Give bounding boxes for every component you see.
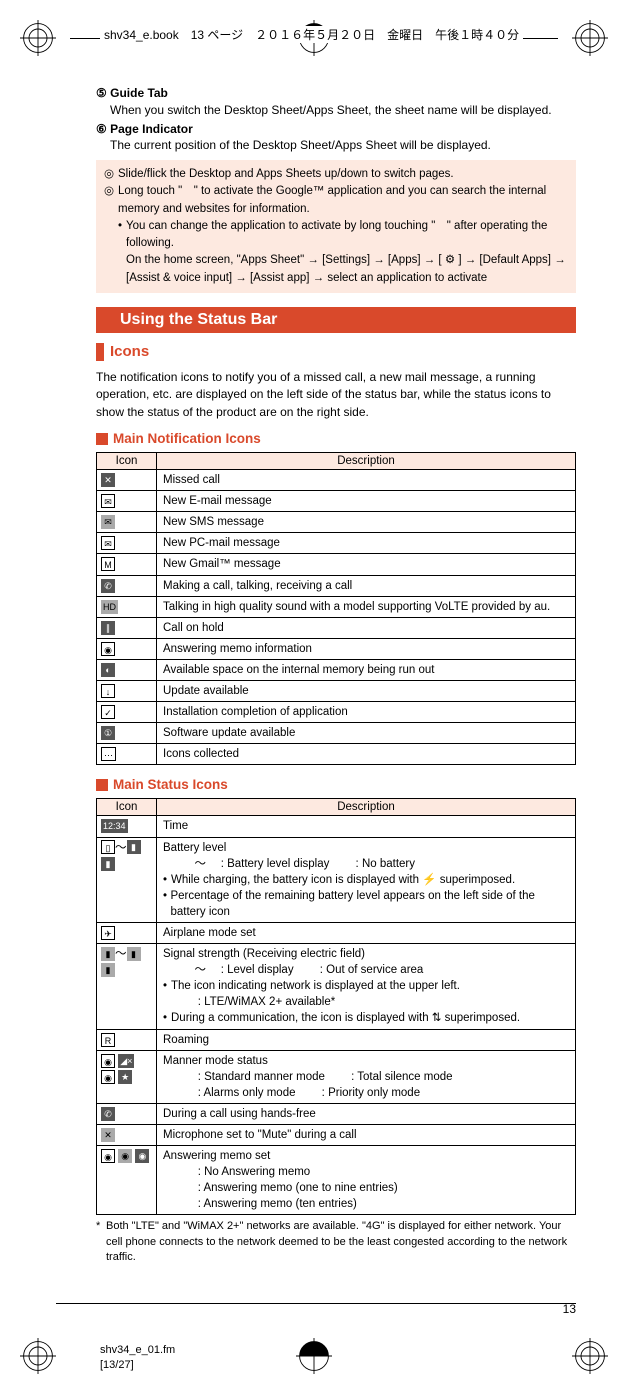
footer-text: shv34_e_01.fm [13/27] bbox=[100, 1343, 175, 1372]
regmark-icon bbox=[572, 1338, 608, 1374]
memo-label: Answering memo set bbox=[163, 1148, 569, 1164]
status-mute: Microphone set to "Mute" during a call bbox=[157, 1125, 576, 1146]
notif-desc: Missed call bbox=[157, 470, 576, 491]
status-roaming: Roaming bbox=[157, 1029, 576, 1050]
notif-desc: Talking in high quality sound with a mod… bbox=[157, 596, 576, 617]
notif-desc: New PC-mail message bbox=[157, 533, 576, 554]
using-status-bar-heading: Using the Status Bar bbox=[96, 307, 576, 333]
header-text: shv34_e.book 13 ページ ２０１６年５月２０日 金曜日 午後１時４… bbox=[100, 26, 523, 43]
th-desc: Description bbox=[157, 453, 576, 470]
tip2subsub: On the home screen, "Apps Sheet" → [Sett… bbox=[126, 252, 568, 287]
page-indicator-title: Page Indicator bbox=[110, 122, 193, 136]
signal-b1: The icon indicating network is displayed… bbox=[171, 978, 460, 994]
heading-icons: Icons bbox=[110, 343, 149, 360]
signal-label: Signal strength (Receiving electric fiel… bbox=[163, 946, 569, 962]
th-desc: Description bbox=[157, 799, 576, 816]
page-rule bbox=[56, 1303, 576, 1304]
battery-line1: ～ : Battery level display : No battery bbox=[183, 856, 569, 872]
status-time: Time bbox=[157, 816, 576, 837]
battery-b1: While charging, the battery icon is disp… bbox=[171, 872, 515, 888]
footnote: * Both "LTE" and "WiMAX 2+" networks are… bbox=[96, 1219, 576, 1265]
status-airplane: Airplane mode set bbox=[157, 922, 576, 943]
notif-heading: Main Notification Icons bbox=[96, 431, 576, 446]
notif-desc: New E-mail message bbox=[157, 491, 576, 512]
manner-line2: : Alarms only mode : Priority only mode bbox=[183, 1085, 569, 1101]
signal-b2: During a communication, the icon is disp… bbox=[171, 1010, 520, 1026]
battery-label: Battery level bbox=[163, 840, 569, 856]
heading-statusbar: Using the Status Bar bbox=[110, 307, 576, 333]
status-heading: Main Status Icons bbox=[96, 777, 576, 792]
signal-line1: ～ : Level display : Out of service area bbox=[183, 962, 569, 978]
memo-l2: : Answering memo (one to nine entries) bbox=[183, 1180, 569, 1196]
page-content: ⑤ Guide Tab When you switch the Desktop … bbox=[96, 85, 576, 1266]
regmark-icon bbox=[20, 20, 56, 56]
notif-desc: Icons collected bbox=[157, 744, 576, 765]
footnote-text: Both "LTE" and "WiMAX 2+" networks are a… bbox=[106, 1219, 576, 1265]
page-indicator-desc: The current position of the Desktop Shee… bbox=[110, 137, 576, 154]
notif-desc: Update available bbox=[157, 681, 576, 702]
footer-line2: [13/27] bbox=[100, 1358, 175, 1372]
num6: ⑥ bbox=[96, 122, 107, 136]
status-icons-table: Icon Description 12:34Time ▯～▮▮ Battery … bbox=[96, 798, 576, 1215]
manner-line1: : Standard manner mode : Total silence m… bbox=[183, 1069, 569, 1085]
notif-desc: Software update available bbox=[157, 723, 576, 744]
heading-notif: Main Notification Icons bbox=[113, 431, 261, 446]
notification-icons-table: Icon Description ✕Missed call ✉New E-mai… bbox=[96, 452, 576, 765]
battery-b2: Percentage of the remaining battery leve… bbox=[170, 888, 569, 920]
icons-intro: The notification icons to notify you of … bbox=[96, 369, 576, 421]
guide-tab-desc: When you switch the Desktop Sheet/Apps S… bbox=[110, 102, 576, 119]
notif-desc: New SMS message bbox=[157, 512, 576, 533]
notif-desc: Available space on the internal memory b… bbox=[157, 659, 576, 680]
tip2: Long touch " " to activate the Google™ a… bbox=[118, 183, 568, 218]
notif-desc: New Gmail™ message bbox=[157, 554, 576, 575]
signal-b1sub: : LTE/WiMAX 2+ available* bbox=[183, 994, 569, 1010]
tip-box: ◎Slide/flick the Desktop and Apps Sheets… bbox=[96, 160, 576, 293]
tip2sub: You can change the application to activa… bbox=[126, 218, 568, 253]
notif-desc: Making a call, talking, receiving a call bbox=[157, 575, 576, 596]
regmark-icon bbox=[296, 1338, 332, 1374]
status-handsfree: During a call using hands-free bbox=[157, 1103, 576, 1124]
regmark-icon bbox=[20, 1338, 56, 1374]
manner-label: Manner mode status bbox=[163, 1053, 569, 1069]
num5: ⑤ bbox=[96, 86, 107, 100]
footer-line1: shv34_e_01.fm bbox=[100, 1343, 175, 1357]
th-icon: Icon bbox=[97, 799, 157, 816]
heading-status: Main Status Icons bbox=[113, 777, 228, 792]
guide-tab-title: Guide Tab bbox=[110, 86, 168, 100]
tip1: Slide/flick the Desktop and Apps Sheets … bbox=[118, 166, 454, 183]
guide-tab-item: ⑤ Guide Tab When you switch the Desktop … bbox=[96, 85, 576, 119]
memo-l1: : No Answering memo bbox=[183, 1164, 569, 1180]
notif-desc: Answering memo information bbox=[157, 638, 576, 659]
icons-subheading: Icons bbox=[96, 343, 576, 361]
notif-desc: Call on hold bbox=[157, 617, 576, 638]
notif-desc: Installation completion of application bbox=[157, 702, 576, 723]
regmark-icon bbox=[572, 20, 608, 56]
memo-l3: : Answering memo (ten entries) bbox=[183, 1196, 569, 1212]
page-number: 13 bbox=[563, 1302, 576, 1316]
th-icon: Icon bbox=[97, 453, 157, 470]
page-indicator-item: ⑥ Page Indicator The current position of… bbox=[96, 121, 576, 155]
